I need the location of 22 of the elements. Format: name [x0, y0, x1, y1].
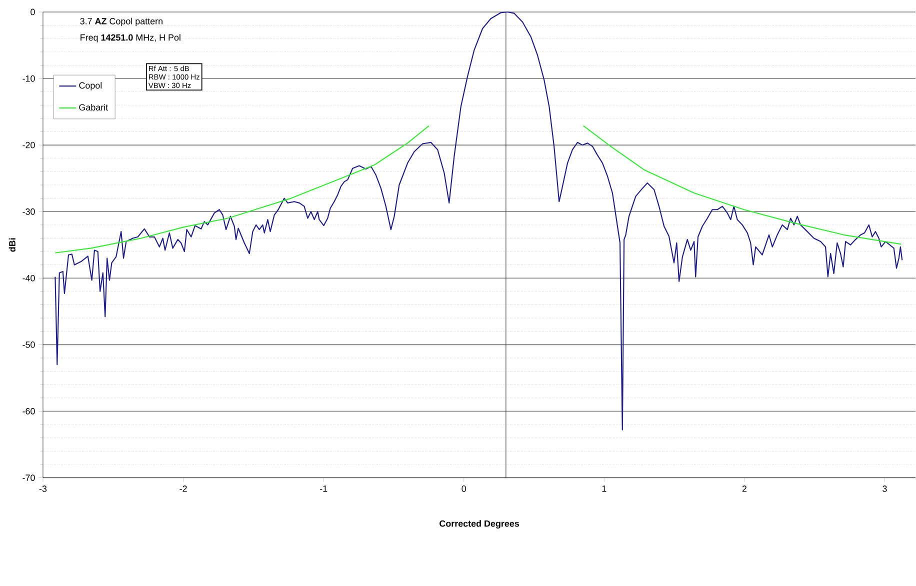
x-tick-label: -2 — [180, 486, 187, 492]
legend-label: Gabarit — [79, 104, 108, 111]
y-axis-title: dBi — [8, 238, 16, 252]
x-tick-label: -3 — [39, 486, 47, 492]
x-tick-label: -1 — [320, 486, 328, 492]
text: Freq 14251.0 MHz, H Pol — [80, 34, 180, 43]
text: 3.7 AZ Copol pattern — [80, 18, 162, 26]
x-tick-label: 2 — [742, 486, 746, 492]
x-tick-label: 1 — [602, 486, 606, 492]
y-tick-label: -70 — [22, 474, 35, 482]
y-tick-label: -10 — [22, 75, 35, 82]
legend-label: Copol — [79, 82, 102, 91]
y-tick-label: -60 — [22, 408, 35, 415]
x-tick-label: 0 — [462, 486, 466, 492]
line-series — [54, 12, 903, 431]
y-tick-label: -20 — [22, 142, 35, 148]
y-tick-label: -30 — [22, 208, 35, 215]
y-tick-label: -50 — [22, 342, 35, 348]
x-axis-title: Corrected Degrees — [440, 520, 520, 529]
y-tick-label: -40 — [22, 275, 35, 282]
x-tick-label: 3 — [882, 486, 887, 492]
y-tick-label: 0 — [30, 8, 35, 16]
